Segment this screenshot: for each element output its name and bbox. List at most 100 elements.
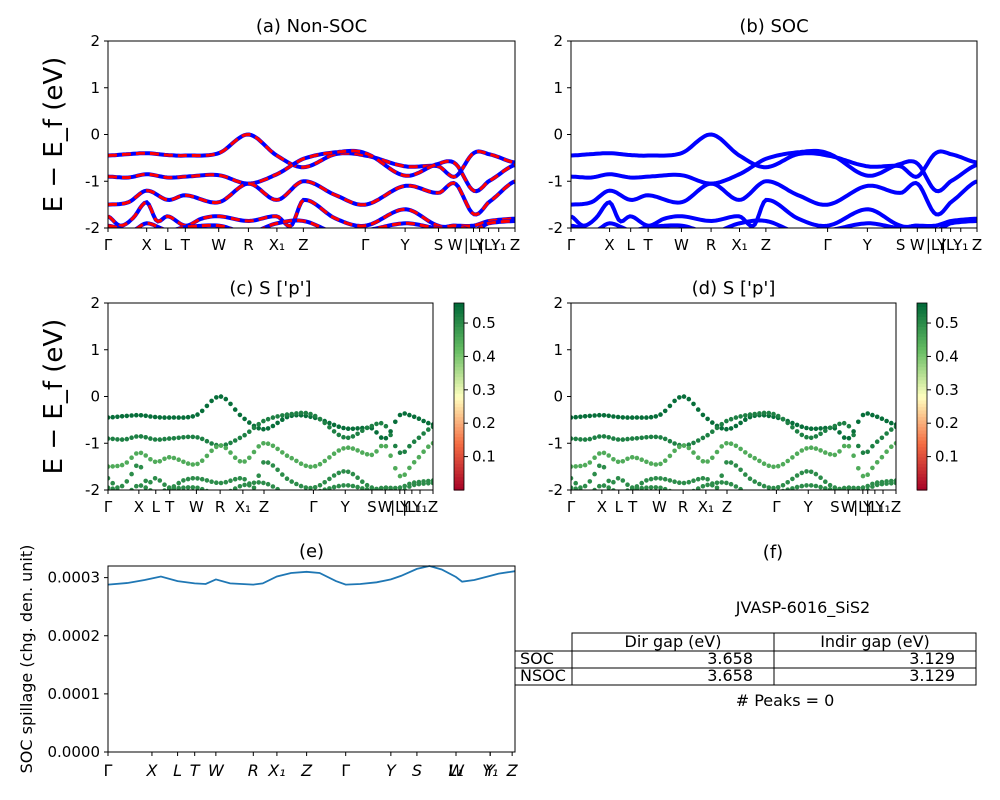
band-point — [312, 463, 318, 469]
band-point — [667, 488, 672, 490]
band-point — [686, 442, 692, 448]
band-point — [879, 454, 885, 460]
colorbar-frame — [916, 302, 928, 491]
colorbar-segment — [917, 413, 927, 418]
band-point — [317, 461, 323, 467]
x-tick-label: X₁ — [731, 236, 747, 254]
band-point — [601, 450, 607, 456]
colorbar-segment — [917, 476, 927, 481]
x-tick-label: Y — [485, 761, 496, 780]
x-tick-label: X₁ — [267, 761, 285, 780]
band-point — [856, 466, 861, 471]
band-point — [691, 401, 696, 407]
band-line — [571, 218, 977, 228]
band-point — [223, 396, 229, 402]
x-tick-label: |L₁ — [390, 498, 409, 516]
band-point — [232, 455, 238, 461]
band-point — [587, 479, 593, 484]
band-point — [350, 483, 356, 489]
colorbar-segment — [917, 376, 927, 381]
band-point — [393, 419, 398, 425]
table-cell: 3.129 — [909, 666, 955, 685]
band-point — [582, 437, 588, 442]
band-point — [115, 414, 120, 420]
band-point — [195, 485, 200, 490]
band-point — [256, 426, 262, 431]
band-point — [317, 488, 323, 490]
band-point — [369, 452, 375, 458]
band-point — [152, 476, 158, 481]
band-point — [658, 476, 663, 481]
band-point — [874, 439, 880, 445]
band-point — [785, 458, 790, 464]
band-point — [421, 481, 426, 486]
band-point — [119, 483, 125, 489]
x-tick-label: R — [678, 498, 688, 516]
band-point — [138, 464, 144, 470]
band-point — [124, 436, 130, 442]
band-point — [317, 416, 323, 422]
band-point — [856, 419, 861, 425]
band-point — [218, 443, 224, 448]
band-point — [108, 415, 111, 420]
band-point — [780, 488, 786, 490]
band-point — [402, 472, 408, 478]
band-point — [823, 486, 828, 490]
band-point — [747, 476, 753, 482]
band-point — [237, 476, 243, 481]
colorbar-segment — [917, 466, 927, 471]
band-point — [237, 484, 243, 489]
band-point — [407, 412, 412, 418]
colorbar-segment — [454, 396, 464, 401]
colorbar-segment — [454, 469, 464, 474]
colorbar-segment — [917, 473, 927, 478]
band-point — [355, 484, 360, 490]
band-point — [374, 449, 379, 454]
x-tick-label: L — [152, 498, 161, 516]
band-point — [110, 414, 115, 420]
band-point — [667, 403, 673, 409]
colorbar-segment — [454, 349, 464, 354]
panel-title: (c) S ['p'] — [229, 278, 311, 299]
band-point — [388, 487, 393, 490]
band-point — [270, 443, 276, 449]
colorbar-segment — [454, 389, 464, 394]
x-tick-label: W — [652, 498, 667, 516]
band-point — [110, 480, 115, 486]
band-point — [615, 414, 621, 420]
band-point — [108, 485, 111, 490]
band-point — [837, 421, 842, 427]
band-point — [571, 476, 574, 481]
band-point — [421, 431, 426, 436]
colorbar-tick-label: 0.5 — [935, 314, 959, 332]
band-point — [134, 434, 139, 439]
colorbar-tick-label: 0.2 — [472, 414, 496, 432]
x-tick-label: Y₁ — [952, 236, 968, 254]
band-point — [582, 483, 588, 489]
band-point — [242, 416, 247, 422]
band-point — [719, 473, 724, 479]
band-point — [747, 412, 753, 417]
colorbar-segment — [454, 483, 464, 488]
band-point — [629, 436, 635, 441]
band-point — [294, 493, 299, 498]
band-point — [687, 491, 692, 496]
band-point — [705, 459, 710, 464]
band-point — [411, 482, 417, 488]
colorbar-tick-label: 0.1 — [935, 448, 959, 466]
band-point — [331, 429, 337, 434]
band-point — [606, 485, 611, 490]
band-point — [294, 411, 299, 416]
y-tick-label: 0 — [553, 388, 563, 406]
band-point — [611, 457, 616, 462]
band-point — [601, 413, 607, 418]
x-tick-label: S — [830, 498, 840, 516]
band-point — [823, 428, 828, 434]
band-point — [813, 471, 819, 477]
band-point — [851, 432, 856, 438]
band-point — [232, 476, 238, 482]
band-point — [138, 483, 144, 488]
band-point — [733, 423, 739, 429]
band-point — [162, 415, 167, 420]
band-point — [648, 476, 654, 482]
